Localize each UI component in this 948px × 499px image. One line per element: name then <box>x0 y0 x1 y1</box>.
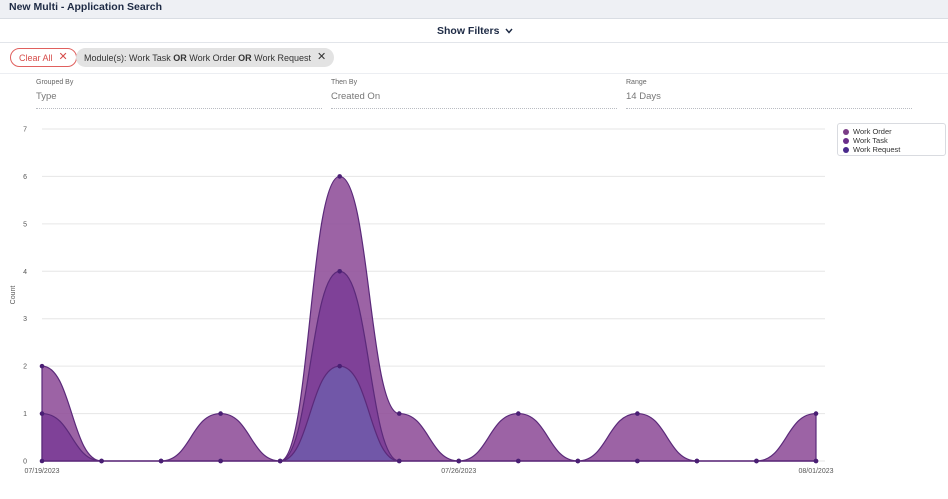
point-work-order <box>218 411 223 416</box>
point-work-request <box>456 458 462 464</box>
point-work-request <box>813 458 819 464</box>
chevron-down-icon <box>505 28 513 34</box>
x-tick-label: 07/19/2023 <box>24 468 59 475</box>
point-work-order <box>813 411 819 416</box>
y-tick-label: 6 <box>23 174 27 181</box>
y-tick-label: 3 <box>23 316 27 323</box>
point-work-request <box>575 458 581 464</box>
point-work-order <box>39 363 45 369</box>
filter-bar: Show Filters <box>0 19 948 43</box>
then-by-value: Created On <box>331 91 617 109</box>
point-work-order <box>635 411 640 416</box>
grouped-by-value: Type <box>36 91 322 109</box>
point-work-order <box>337 174 342 179</box>
x-tick-label: 07/26/2023 <box>441 468 476 475</box>
point-work-request <box>754 458 759 464</box>
range-value: 14 Days <box>626 91 912 109</box>
point-work-request <box>39 458 45 464</box>
show-filters-label: Show Filters <box>437 25 500 37</box>
legend-item-work-order[interactable]: Work Order <box>843 127 945 136</box>
title-bar: New Multi - Application Search <box>0 0 948 19</box>
area-chart: 0 1 2 3 4 5 6 7 Count 07/19/2023 07/26/2023 08/01/2… <box>10 127 834 476</box>
module-item-1: Work Task <box>129 52 171 63</box>
or-operator-1: OR <box>173 52 187 63</box>
page-title: New Multi - Application Search <box>9 1 163 13</box>
module-chip-text: Module(s): Work Task OR Work Order OR Wo… <box>84 53 311 63</box>
close-icon: ✕ <box>58 51 68 63</box>
grouped-by-label: Grouped By <box>36 79 74 86</box>
module-item-3: Work Request <box>254 52 311 63</box>
active-filter-chips: Clear All ✕ Module(s): Work Task OR Work… <box>0 43 948 74</box>
point-work-order <box>516 411 521 416</box>
module-chip-prefix: Module(s): <box>84 52 130 63</box>
point-work-request <box>396 458 402 464</box>
module-item-2: Work Order <box>189 52 236 63</box>
x-tick-label: 08/01/2023 <box>798 468 833 475</box>
y-tick-label: 0 <box>23 459 27 466</box>
legend-swatch-work-order <box>843 128 849 135</box>
point-work-request <box>277 458 283 464</box>
range-field[interactable]: Range 14 Days <box>626 79 912 109</box>
clear-all-label: Clear All <box>19 52 53 63</box>
point-work-task <box>337 268 342 274</box>
point-work-request <box>337 363 342 369</box>
y-tick-label: 7 <box>23 127 27 134</box>
legend-item-work-request[interactable]: Work Request <box>843 145 945 154</box>
show-filters-toggle[interactable]: Show Filters <box>437 25 513 37</box>
y-tick-label: 2 <box>23 364 27 371</box>
then-by-field[interactable]: Then By Created On <box>331 79 617 109</box>
point-work-request <box>218 458 223 464</box>
point-work-request <box>694 458 700 464</box>
chart-legend: Work Order Work Task Work Request <box>837 123 946 156</box>
point-work-request <box>99 458 104 464</box>
y-axis-label: Count <box>10 286 17 305</box>
legend-label-work-task: Work Task <box>853 136 888 145</box>
range-label: Range <box>626 79 647 86</box>
point-work-request <box>635 458 640 464</box>
module-filter-chip[interactable]: Module(s): Work Task OR Work Order OR Wo… <box>76 48 335 67</box>
clear-all-button[interactable]: Clear All ✕ <box>10 48 77 67</box>
legend-swatch-work-task <box>843 137 849 144</box>
legend-label-work-order: Work Order <box>853 127 892 136</box>
point-work-request <box>158 458 164 464</box>
grouped-by-field[interactable]: Grouped By Type <box>36 79 322 109</box>
or-operator-2: OR <box>238 52 252 63</box>
point-work-order <box>396 411 402 416</box>
then-by-label: Then By <box>331 79 358 86</box>
legend-item-work-task[interactable]: Work Task <box>843 136 945 145</box>
point-work-request <box>516 458 521 464</box>
y-tick-label: 5 <box>23 221 27 228</box>
legend-swatch-work-request <box>843 146 849 153</box>
remove-chip-icon[interactable]: ✕ <box>316 51 327 63</box>
point-work-task <box>39 411 45 416</box>
y-tick-label: 1 <box>23 411 27 418</box>
y-tick-label: 4 <box>23 269 27 276</box>
legend-label-work-request: Work Request <box>853 145 901 154</box>
